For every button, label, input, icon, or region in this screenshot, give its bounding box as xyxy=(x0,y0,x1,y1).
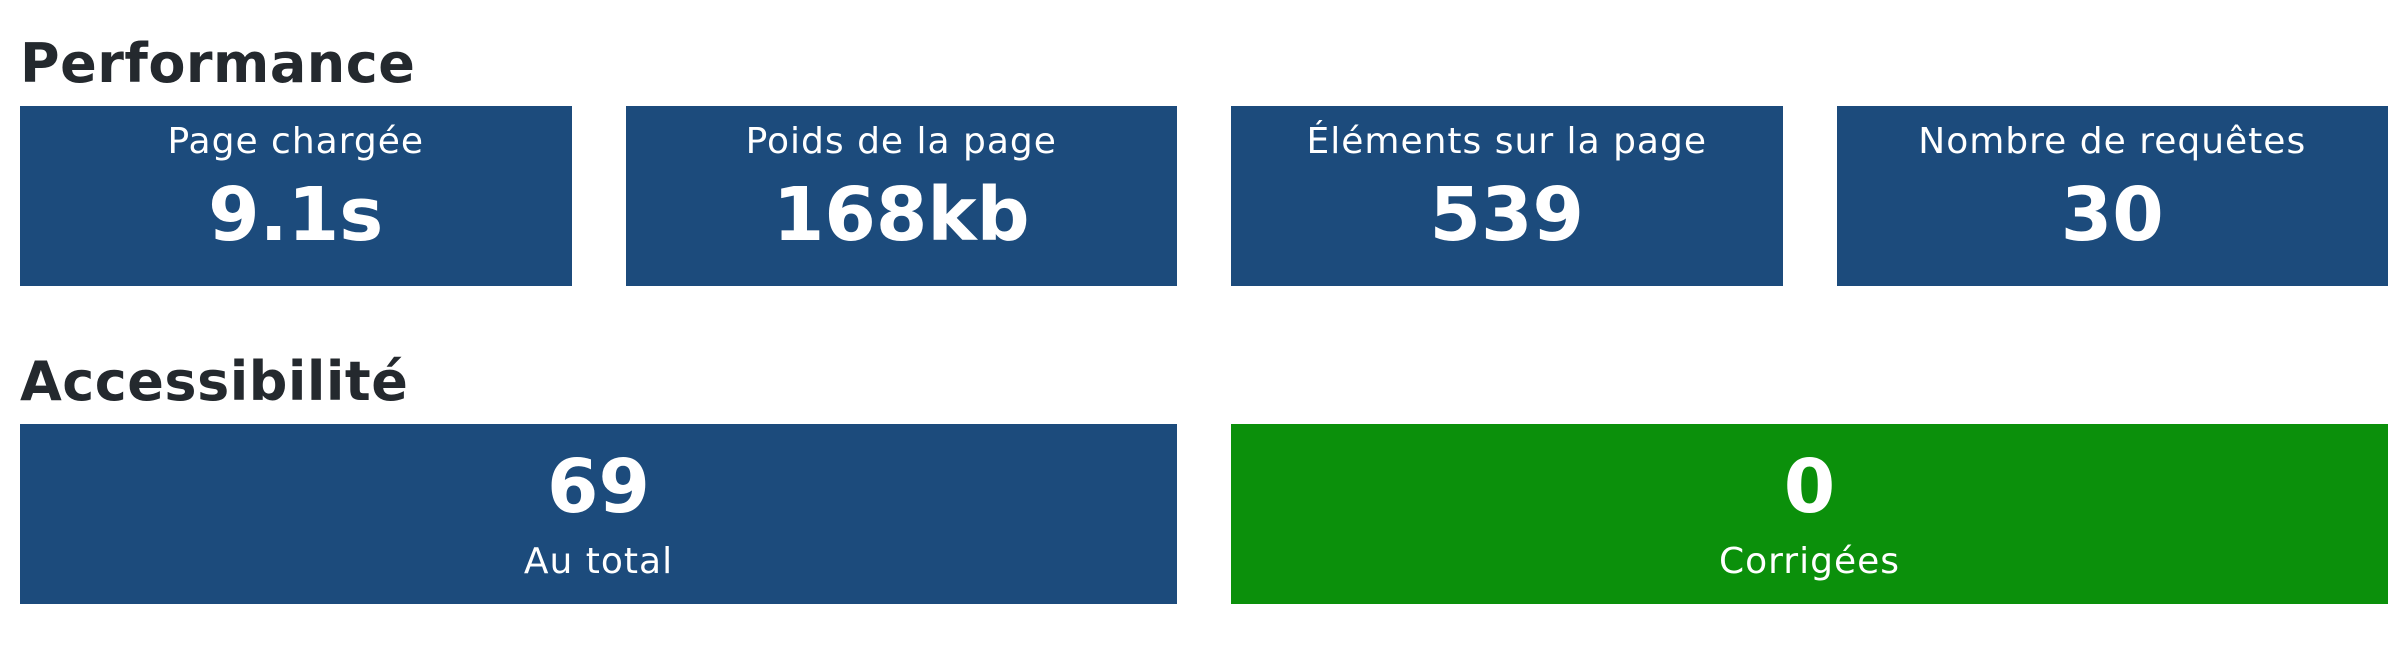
fixed-issues-value: 0 xyxy=(1783,444,1836,530)
page-load-time-value: 9.1s xyxy=(208,172,384,258)
page-elements-label: Éléments sur la page xyxy=(1306,121,1707,162)
accessibility-cards: 69 Au total 0 Corrigées xyxy=(20,424,2388,604)
request-count-card: Nombre de requêtes 30 xyxy=(1836,106,2388,286)
total-issues-label: Au total xyxy=(523,541,674,582)
total-issues-card: 69 Au total xyxy=(20,424,1177,604)
page-weight-label: Poids de la page xyxy=(745,121,1057,162)
page-load-time-label: Page chargée xyxy=(167,121,425,162)
accessibility-section-title: Accessibilité xyxy=(20,350,409,413)
request-count-label: Nombre de requêtes xyxy=(1918,121,2307,162)
page-weight-card: Poids de la page 168kb xyxy=(625,106,1177,286)
request-count-value: 30 xyxy=(2060,172,2164,258)
performance-section-title: Performance xyxy=(20,32,416,95)
page-load-time-card: Page chargée 9.1s xyxy=(20,106,572,286)
total-issues-value: 69 xyxy=(547,444,650,530)
fixed-issues-card: 0 Corrigées xyxy=(1231,424,2388,604)
performance-cards: Page chargée 9.1s Poids de la page 168kb… xyxy=(20,106,2388,286)
fixed-issues-label: Corrigées xyxy=(1718,541,1901,582)
page-elements-card: Éléments sur la page 539 xyxy=(1231,106,1783,286)
page-elements-value: 539 xyxy=(1429,172,1584,258)
page-weight-value: 168kb xyxy=(772,172,1030,258)
